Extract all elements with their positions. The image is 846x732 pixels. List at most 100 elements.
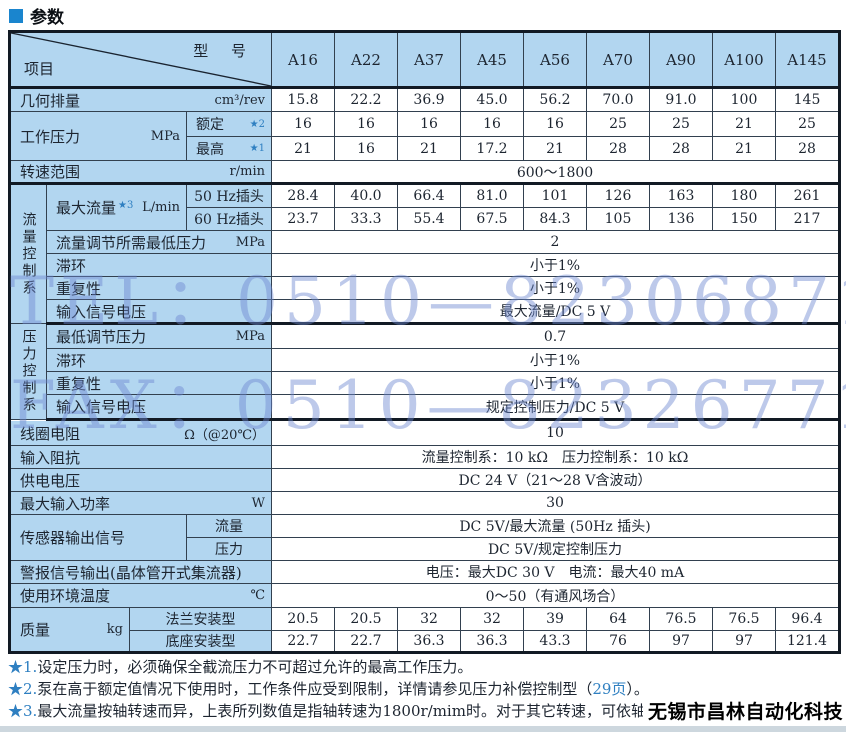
table-cell: 20.5 — [334, 607, 398, 631]
model-header: A145 — [775, 31, 840, 89]
table-cell: 150 — [712, 207, 776, 231]
row-label: 输入信号电压 — [46, 394, 272, 421]
table-cell: 76 — [586, 630, 650, 653]
row-label: 转速范围 r/min — [9, 160, 272, 185]
table-cell: 25 — [775, 111, 840, 137]
row-working-pressure-rated: 工作压力 MPa 额定 ★2 16 16 16 16 16 25 25 21 2… — [9, 111, 840, 161]
table-cell: 23.7 — [271, 207, 335, 231]
table-cell: 66.4 — [397, 183, 461, 208]
table-cell: 16 — [271, 111, 335, 137]
row-flow-min-pressure: 流量调节所需最低压力 MPa 2 — [10, 230, 840, 254]
table-cell-span: 最大流量/DC 5 V — [271, 299, 840, 325]
page-title-text: 参数 — [30, 8, 64, 28]
sub-label-50hz: 50 Hz插头 — [186, 183, 272, 208]
corner-cell: 型 号 项目 — [9, 31, 272, 89]
table-cell: 16 — [334, 111, 398, 137]
table-cell: 22.7 — [271, 630, 335, 653]
row-flow-input-signal: 输入信号电压 最大流量/DC 5 V — [10, 299, 840, 325]
model-header: A37 — [397, 31, 461, 89]
table-cell-span: 规定控制压力/DC 5 V — [271, 394, 840, 421]
row-label: 最低调节压力 MPa — [46, 323, 272, 349]
model-header: A70 — [586, 31, 650, 89]
row-supply-voltage: 供电电压 DC 24 V（21～28 V含波动） — [9, 468, 840, 492]
table-cell: 105 — [586, 207, 650, 231]
table-cell: 21 — [271, 136, 335, 161]
table-cell: 97 — [712, 630, 776, 653]
table-cell-span: DC 24 V（21～28 V含波动） — [271, 468, 840, 492]
table-cell: 21 — [523, 136, 587, 161]
table-cell: 81.0 — [460, 183, 524, 208]
table-cell: 145 — [775, 87, 840, 112]
table-cell: 91.0 — [649, 87, 713, 112]
sub-label-flow: 流量 — [186, 514, 272, 538]
row-label: 几何排量 cm³/rev — [9, 87, 272, 112]
page-title: 参数 — [9, 3, 64, 28]
table-cell-span: 0.7 — [271, 323, 840, 349]
table-cell: 21 — [712, 111, 776, 137]
table-cell: 28 — [649, 136, 713, 161]
row-weight-base: 底座安装型 22.7 22.7 36.3 36.3 43.3 76 97 97 … — [10, 630, 840, 653]
row-label: 线圈电阻 Ω（@20℃） — [9, 419, 272, 446]
table-cell: 16 — [523, 111, 587, 137]
table-cell-span: 10 — [271, 419, 840, 446]
table-cell: 45.0 — [460, 87, 524, 112]
footnote-3: ★3.最大流量按轴转速而异，上表所列数值是指轴转速为1800r/mim时。对于其… — [8, 700, 844, 722]
table-cell: 32 — [397, 607, 461, 631]
group-label-pressure-control: 压力控制系 — [9, 323, 47, 420]
table-cell: 17.2 — [460, 136, 524, 161]
sub-label-pressure: 压力 — [186, 537, 272, 561]
row-label: 最大输入功率 W — [9, 491, 272, 515]
model-header: A45 — [460, 31, 524, 89]
footnote-2-text: 泵在高于额定值情况下使用时，工作条件应受到限制，详情请参见压力补偿控制型（ — [37, 680, 593, 698]
table-cell-span: 小于1% — [271, 276, 840, 300]
row-label: 滞环 — [46, 348, 272, 372]
table-cell: 67.5 — [460, 207, 524, 231]
row-label: 流量调节所需最低压力 MPa — [46, 230, 272, 254]
table-cell-span: 小于1% — [271, 348, 840, 372]
row-label: 质量 kg — [9, 607, 130, 653]
diagonal-line — [11, 33, 267, 85]
table-cell: 36.3 — [460, 630, 524, 653]
company-name-overlay: 无锡市昌林自动化科技 — [642, 696, 845, 725]
header-row: 型 号 项目 A16 A22 A37 A45 A56 A70 A90 A100 … — [9, 31, 840, 89]
table-cell: 25 — [586, 111, 650, 137]
corner-item-label: 项目 — [24, 60, 55, 78]
table-cell: 32 — [460, 607, 524, 631]
table-cell: 40.0 — [334, 183, 398, 208]
table-cell: 21 — [712, 136, 776, 161]
table-cell: 121.4 — [775, 630, 840, 653]
table-cell: 15.8 — [271, 87, 335, 112]
footnote-1-text: 设定压力时，必须确保全截流压力不可超过允许的最高工作压力。 — [37, 658, 473, 676]
table-cell: 36.3 — [397, 630, 461, 653]
row-pressure-min-adjust: 压力控制系 最低调节压力 MPa 0.7 — [9, 323, 840, 420]
table-cell: 16 — [397, 111, 461, 137]
row-speed-range: 转速范围 r/min 600～1800 — [9, 160, 840, 185]
sub-label-base: 底座安装型 — [129, 630, 272, 653]
sub-label-60hz: 60 Hz插头 — [186, 207, 272, 231]
model-header: A56 — [523, 31, 587, 89]
footnote-3-marker: ★3. — [8, 702, 38, 720]
row-label: 传感器输出信号 — [9, 514, 187, 561]
row-sensor-pressure: 压力 DC 5V/规定控制压力 — [10, 537, 840, 561]
table-cell: 21 — [397, 136, 461, 161]
row-label: 工作压力 MPa — [9, 111, 187, 161]
table-cell: 180 — [712, 183, 776, 208]
table-cell: 25 — [649, 111, 713, 137]
table-cell-span: DC 5V/最大流量 (50Hz 插头) — [271, 514, 840, 538]
table-cell-span: 电压：最大DC 30 V 电流：最大40 mA — [271, 560, 840, 584]
table-cell-span: DC 5V/规定控制压力 — [271, 537, 840, 561]
table-cell: 126 — [586, 183, 650, 208]
row-label: 警报信号输出(晶体管开式集流器) — [9, 560, 272, 584]
page-29-link[interactable]: 29页 — [592, 680, 627, 698]
table-cell: 22.7 — [334, 630, 398, 653]
model-header: A16 — [271, 31, 335, 89]
row-label: 滞环 — [46, 253, 272, 277]
sub-label-max: 最高 ★1 — [186, 136, 272, 161]
row-label: 供电电压 — [9, 468, 272, 492]
table-cell-span: 流量控制系：10 kΩ 压力控制系：10 kΩ — [271, 445, 840, 469]
table-cell: 22.2 — [334, 87, 398, 112]
footnote-star-2: ★2 — [249, 118, 265, 130]
table-cell-span: 小于1% — [271, 253, 840, 277]
table-cell-span: 0～50（有通风场合） — [271, 583, 840, 608]
